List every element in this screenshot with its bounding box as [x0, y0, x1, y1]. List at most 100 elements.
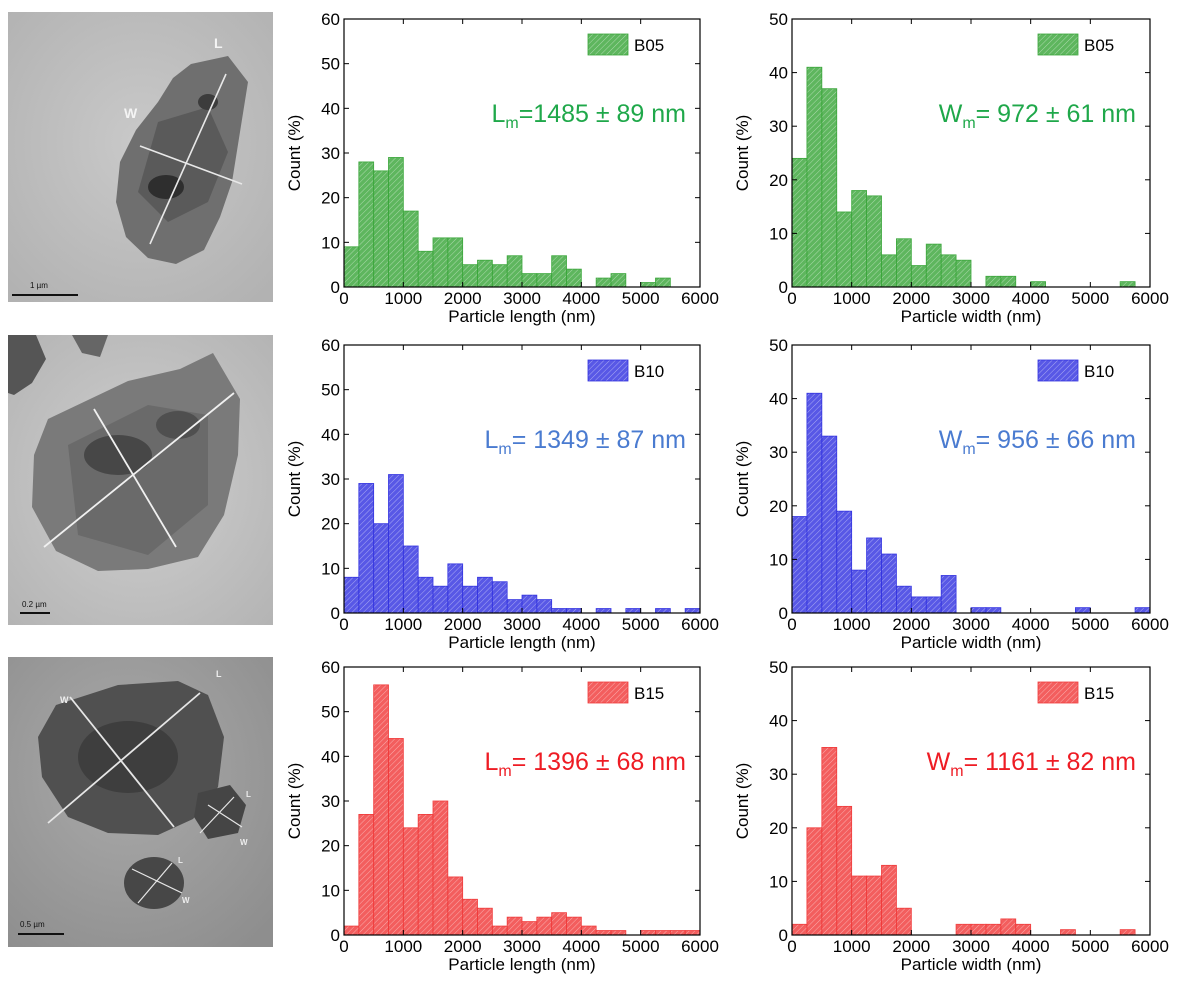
- histogram-bar: [402, 210, 419, 288]
- y-tick-label: 60: [321, 658, 340, 677]
- x-tick-label: 6000: [681, 289, 719, 308]
- histogram-bar: [521, 921, 538, 936]
- tem-micrograph-b05: L W 1 µm: [8, 12, 273, 302]
- histogram-bar: [506, 255, 523, 288]
- histogram-bar: [1015, 923, 1032, 936]
- x-axis-label: Particle width (nm): [901, 633, 1042, 652]
- histogram-bar: [940, 254, 957, 288]
- x-axis-label: Particle length (nm): [448, 955, 595, 974]
- x-tick-label: 0: [787, 289, 796, 308]
- x-tick-label: 2000: [892, 289, 930, 308]
- histogram-bar: [417, 576, 434, 614]
- scale-bar-label: 0.2 µm: [22, 600, 47, 609]
- legend-label: B05: [1084, 36, 1114, 55]
- histogram-bar: [595, 930, 612, 936]
- x-axis-label: Particle length (nm): [448, 307, 595, 326]
- y-tick-label: 0: [779, 278, 788, 297]
- x-tick-label: 5000: [622, 937, 660, 956]
- histogram-bar: [640, 282, 656, 288]
- mean-annotation: Wm= 956 ± 66 nm: [939, 426, 1136, 458]
- y-tick-label: 20: [769, 171, 788, 190]
- histogram-bar: [655, 277, 671, 288]
- x-tick-label: 6000: [681, 615, 719, 634]
- y-tick-label: 30: [321, 792, 340, 811]
- y-tick-label: 10: [321, 881, 340, 900]
- x-tick-label: 4000: [1012, 289, 1050, 308]
- histogram-b15-width: 0 1000 2000 3000 4000 5000 6000 0 10 20 30 40 50 Part…: [733, 658, 1169, 974]
- y-tick-label: 20: [321, 189, 340, 208]
- histogram-bar: [625, 608, 642, 614]
- histogram-bar: [536, 916, 553, 936]
- x-tick-label: 4000: [562, 937, 600, 956]
- y-tick-label: 0: [331, 278, 340, 297]
- legend-swatch: [1037, 681, 1079, 704]
- legend-swatch: [1037, 359, 1079, 382]
- y-tick-label: 0: [779, 926, 788, 945]
- legend-label: B15: [1084, 684, 1114, 703]
- histogram-bar: [1030, 281, 1046, 288]
- histogram-bar: [447, 876, 464, 936]
- histogram-bar: [566, 916, 582, 936]
- x-tick-label: 5000: [1071, 615, 1109, 634]
- x-tick-label: 4000: [1012, 615, 1050, 634]
- mean-annotation: Lm=1485 ± 89 nm: [491, 100, 686, 132]
- x-tick-label: 2000: [444, 289, 482, 308]
- histogram-bar: [477, 907, 493, 936]
- x-tick-label: 6000: [1131, 615, 1169, 634]
- histogram-bar: [955, 259, 972, 288]
- histogram-bar: [432, 237, 449, 288]
- histogram-bar: [343, 246, 360, 288]
- histogram-bar: [881, 254, 897, 288]
- y-tick-label: 10: [321, 559, 340, 578]
- y-tick-label: 10: [321, 233, 340, 252]
- y-axis-label: Count (%): [733, 441, 752, 518]
- y-tick-label: 60: [321, 336, 340, 355]
- histogram-bar: [970, 923, 987, 936]
- x-tick-label: 4000: [562, 615, 600, 634]
- x-tick-label: 2000: [892, 615, 930, 634]
- histogram-bar: [985, 923, 1002, 936]
- histogram-bar: [373, 523, 389, 614]
- histogram-bar: [388, 738, 404, 936]
- x-tick-label: 3000: [952, 615, 990, 634]
- x-tick-label: 1000: [833, 615, 871, 634]
- histogram-bar: [851, 875, 867, 936]
- histogram-bar: [566, 608, 582, 614]
- y-tick-label: 10: [769, 224, 788, 243]
- histogram-bar: [655, 930, 671, 936]
- histogram-bar: [669, 930, 686, 936]
- y-tick-label: 50: [769, 658, 788, 677]
- histogram-bar: [821, 747, 838, 936]
- histogram-bar: [388, 157, 404, 288]
- x-tick-label: 4000: [562, 289, 600, 308]
- histogram-bar: [610, 273, 627, 288]
- histogram-bar: [881, 553, 897, 614]
- x-tick-label: 6000: [1131, 289, 1169, 308]
- histogram-b10-width: 0 1000 2000 3000 4000 5000 6000 0 10 20 30 40 50 Part…: [733, 336, 1169, 652]
- histogram-bar: [566, 268, 582, 288]
- histogram-bar: [836, 805, 853, 936]
- histogram-bar: [402, 545, 419, 614]
- tem-label-w: W: [182, 896, 190, 905]
- histogram-bar: [491, 925, 508, 936]
- x-tick-label: 6000: [1131, 937, 1169, 956]
- y-tick-label: 0: [331, 926, 340, 945]
- histogram-bar: [970, 607, 987, 614]
- scale-bar-label: 0.5 µm: [20, 920, 45, 929]
- histogram-bar: [521, 594, 538, 614]
- tem-label-l: L: [214, 35, 223, 51]
- tem-label-w: W: [60, 695, 69, 705]
- x-tick-label: 6000: [681, 937, 719, 956]
- x-tick-label: 5000: [1071, 937, 1109, 956]
- histogram-bar: [655, 608, 671, 614]
- x-tick-label: 2000: [444, 615, 482, 634]
- histogram-bar: [447, 237, 464, 288]
- tem-micrograph-b15: L W L W L W 0.5 µm: [8, 657, 273, 947]
- histogram-b10-length: 0 1000 2000 3000 4000 5000 6000 0 10 20 30 40 50 60 Pa…: [285, 336, 719, 652]
- histogram-b05-length: 0 1000 2000 3000 4000 5000 6000 0 10 20 30 40 50 60 Pa…: [285, 10, 719, 326]
- y-tick-label: 10: [769, 872, 788, 891]
- y-tick-label: 0: [331, 604, 340, 623]
- histogram-bar: [491, 264, 508, 288]
- legend-label: B10: [634, 362, 664, 381]
- x-tick-label: 1000: [384, 615, 422, 634]
